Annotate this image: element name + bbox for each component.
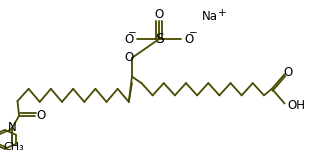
Text: O: O — [124, 51, 134, 64]
Text: +: + — [218, 8, 227, 18]
Text: −: − — [128, 28, 136, 38]
Text: O: O — [184, 33, 194, 46]
Text: Na: Na — [202, 10, 218, 23]
Text: OH: OH — [288, 99, 306, 112]
Text: N: N — [8, 121, 17, 134]
Text: O: O — [36, 109, 45, 122]
Text: S: S — [155, 32, 163, 46]
Text: O: O — [124, 33, 134, 46]
Text: CH₃: CH₃ — [3, 142, 24, 152]
Text: O: O — [154, 8, 164, 21]
Text: O: O — [283, 66, 293, 79]
Text: −: − — [189, 28, 197, 38]
